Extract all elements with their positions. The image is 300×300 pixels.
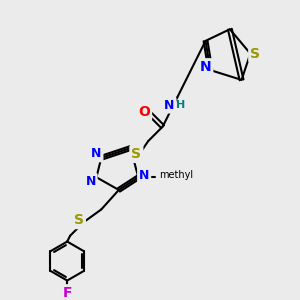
Text: S: S [131, 147, 141, 161]
Text: N: N [164, 99, 175, 112]
Text: methyl: methyl [159, 170, 193, 180]
Text: N: N [139, 169, 149, 182]
Text: N: N [85, 175, 96, 188]
Text: S: S [74, 213, 84, 227]
Text: F: F [62, 286, 72, 300]
Text: H: H [176, 100, 186, 110]
Text: O: O [138, 105, 150, 119]
Text: N: N [91, 147, 102, 161]
Text: S: S [250, 46, 260, 61]
Text: N: N [200, 60, 211, 74]
